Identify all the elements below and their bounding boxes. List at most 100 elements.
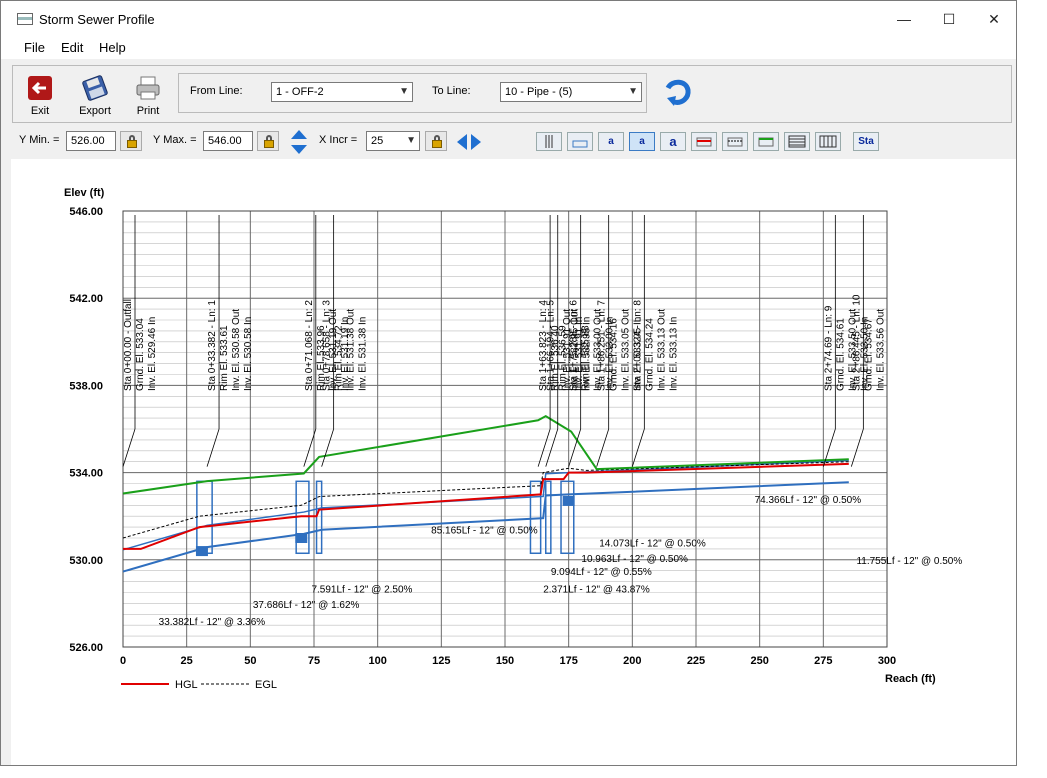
show-structures-button[interactable] <box>567 132 593 151</box>
station-label: Inv. El. 533.13 Out <box>656 309 667 391</box>
series-line-invert <box>122 481 849 573</box>
horizontal-grid-icon <box>788 135 806 148</box>
y-tick-label: 538.00 <box>69 380 103 392</box>
x-tick-label: 75 <box>308 655 320 667</box>
station-lines-icon <box>545 135 553 148</box>
station-label: Inv. El. 532.95 Out <box>570 309 581 391</box>
to-line-select[interactable]: 10 - Pipe - (5) ▼ <box>500 82 642 102</box>
station-label: Inv. El. 533.05 In <box>633 317 644 391</box>
font-small-button[interactable]: a <box>598 132 624 151</box>
exit-button[interactable]: Exit <box>15 75 65 117</box>
pipe-label: 11.755Lf - 12" @ 0.50% <box>856 556 962 567</box>
pipe-label: 2.371Lf - 12" @ 43.87% <box>543 585 650 596</box>
up-down-arrows-icon[interactable] <box>290 129 308 155</box>
x-tick-label: 200 <box>623 655 641 667</box>
show-stations-button[interactable] <box>536 132 562 151</box>
station-labels-button[interactable]: Sta <box>853 132 879 151</box>
menu-help[interactable]: Help <box>99 40 126 55</box>
show-hgl-button[interactable] <box>691 132 717 151</box>
ymax-lock-button[interactable] <box>257 131 279 151</box>
station-label: Rim El. 533.61 <box>219 325 230 391</box>
to-line-value: 10 - Pipe - (5) <box>505 86 573 98</box>
series-line-hgl <box>123 462 849 550</box>
from-line-label: From Line: <box>190 85 243 97</box>
maximize-button[interactable]: ☐ <box>942 11 956 27</box>
pipe-label: 85.165Lf - 12" @ 0.50% <box>431 526 538 537</box>
printer-icon <box>135 75 161 101</box>
pipe-label: 33.382Lf - 12" @ 3.36% <box>159 617 266 628</box>
station-label: Inv. El. 533.50 In <box>859 317 870 391</box>
vertical-grid-icon <box>819 135 837 148</box>
x-tick-label: 25 <box>181 655 193 667</box>
xincr-select[interactable]: 25 ▼ <box>366 131 420 151</box>
xincr-lock-button[interactable] <box>425 131 447 151</box>
left-right-arrows-icon[interactable] <box>456 133 482 151</box>
structure-icon <box>572 140 588 148</box>
y-tick-label: 546.00 <box>69 206 103 218</box>
pipe-label: 74.366Lf - 12" @ 0.50% <box>755 495 862 506</box>
station-leader <box>321 428 335 467</box>
station-label: Sta 0+33.382 - Ln: 1 <box>207 300 218 391</box>
ymin-lock-button[interactable] <box>120 131 142 151</box>
station-label: Sta 1+66.194 - Ln: 5 <box>546 300 557 391</box>
exit-label: Exit <box>30 105 50 117</box>
font-large-button[interactable]: a <box>660 132 686 151</box>
lock-icon <box>434 135 440 141</box>
export-button[interactable]: Export <box>70 75 120 117</box>
horizontal-grid-button[interactable] <box>784 132 810 151</box>
station-label: Sta 2+00.324 - Ln: 8 <box>632 300 643 391</box>
station-label: Grnd. El. 534.61 <box>835 318 846 391</box>
pipe-label: 9.094Lf - 12" @ 0.55% <box>551 567 652 578</box>
x-tick-label: 100 <box>368 655 386 667</box>
station-label: Inv. El. 533.13 In <box>668 317 679 391</box>
pipe-label: 37.686Lf - 12" @ 1.62% <box>253 600 360 611</box>
font-medium-button[interactable]: a <box>629 132 655 151</box>
station-leader <box>122 428 136 467</box>
station-label: Sta 0+00.00 - Outfall <box>123 299 134 391</box>
legend-hgl-label: HGL <box>175 679 198 691</box>
station-label: Rim El. 534.72 <box>334 325 345 391</box>
station-label: Grnd. El. 534.16 <box>609 318 620 391</box>
refresh-arrow-icon[interactable] <box>662 78 694 110</box>
app-icon <box>17 13 33 25</box>
print-button[interactable]: Print <box>123 75 173 117</box>
close-button[interactable]: ✕ <box>988 11 1000 27</box>
station-leader <box>545 428 559 467</box>
x-tick-label: 275 <box>814 655 832 667</box>
ground-line-icon <box>758 137 774 147</box>
menu-bar: File Edit Help <box>1 37 1016 59</box>
window-title: Storm Sewer Profile <box>39 12 155 27</box>
station-label: Inv. El. 533.05 Out <box>621 309 632 391</box>
manhole-structure <box>560 480 575 555</box>
station-label: Sta 2+86.445 - Ln: 10 <box>851 294 862 391</box>
minimize-button[interactable]: — <box>897 11 911 27</box>
from-line-select[interactable]: 1 - OFF-2 ▼ <box>271 82 413 102</box>
show-ground-button[interactable] <box>753 132 779 151</box>
series-line-ground <box>122 414 849 495</box>
pipe-label: 10.963Lf - 12" @ 0.50% <box>581 554 688 565</box>
show-egl-button[interactable] <box>722 132 748 151</box>
y-tick-label: 530.00 <box>69 555 103 567</box>
ymax-input[interactable]: 546.00 <box>203 131 253 151</box>
y-axis-title: Elev (ft) <box>64 187 105 199</box>
menu-edit[interactable]: Edit <box>61 40 84 55</box>
x-tick-label: 300 <box>878 655 896 667</box>
chevron-down-icon: ▼ <box>399 86 409 97</box>
station-label: Rim El. 535.88 <box>581 325 592 391</box>
export-disk-icon <box>82 75 108 101</box>
station-label: Inv. El. 533.56 Out <box>875 309 886 391</box>
station-leader <box>568 428 582 467</box>
ymin-input[interactable]: 526.00 <box>66 131 116 151</box>
title-bar: Storm Sewer Profile — ☐ ✕ <box>1 1 1016 37</box>
manhole-sump <box>295 533 308 543</box>
station-leader <box>303 428 317 467</box>
station-label: Inv. El. 533.00 In <box>605 317 616 391</box>
x-tick-label: 50 <box>244 655 256 667</box>
station-label: Grnd. El. 534.24 <box>644 318 655 391</box>
xincr-label: X Incr = <box>319 134 358 146</box>
manhole-structure <box>196 480 213 555</box>
from-line-value: 1 - OFF-2 <box>276 86 324 98</box>
vertical-grid-button[interactable] <box>815 132 841 151</box>
menu-file[interactable]: File <box>24 40 45 55</box>
station-leader <box>850 428 864 467</box>
